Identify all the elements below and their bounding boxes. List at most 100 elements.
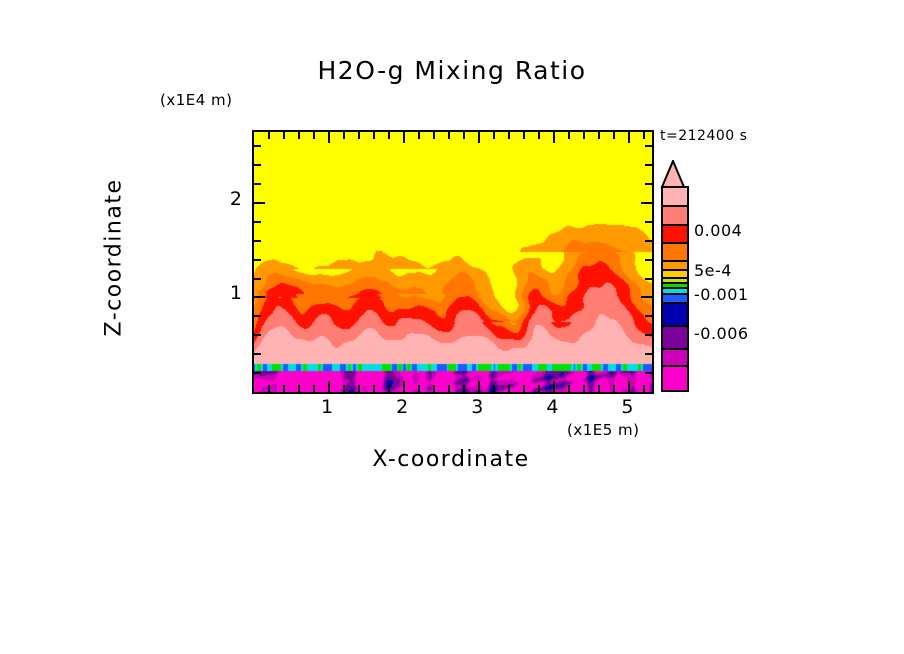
colorbar-divider xyxy=(663,365,687,368)
axis-tick xyxy=(568,385,571,392)
axis-tick xyxy=(254,164,261,167)
axis-tick xyxy=(254,220,261,223)
colorbar-segment xyxy=(663,365,687,390)
axis-tick xyxy=(298,132,301,139)
axis-tick xyxy=(645,145,652,148)
axis-tick xyxy=(538,132,541,139)
axis-tick xyxy=(645,277,652,280)
colorbar-segment xyxy=(663,205,687,224)
axis-tick xyxy=(645,164,652,167)
axis-tick xyxy=(254,372,261,375)
axis-tick xyxy=(598,132,601,139)
axis-tick xyxy=(628,132,631,143)
colorbar-tick-label: -0.001 xyxy=(694,285,749,305)
axis-tick xyxy=(254,239,261,242)
axis-tick xyxy=(553,381,556,392)
axis-tick xyxy=(388,385,391,392)
axis-tick xyxy=(254,201,265,204)
colorbar-divider xyxy=(663,282,687,285)
axis-tick xyxy=(645,220,652,223)
axis-tick xyxy=(313,385,316,392)
axis-tick xyxy=(283,132,286,139)
axis-tick xyxy=(613,385,616,392)
y-axis-title: Z-coordinate xyxy=(101,178,127,337)
colorbar-segment xyxy=(663,268,687,278)
axis-tick xyxy=(523,132,526,139)
axis-tick xyxy=(418,132,421,139)
axis-tick xyxy=(448,385,451,392)
axis-tick xyxy=(508,385,511,392)
axis-tick xyxy=(313,132,316,139)
axis-tick xyxy=(645,315,652,318)
axis-tick xyxy=(641,296,652,299)
x-tick-label: 5 xyxy=(621,396,634,418)
axis-tick xyxy=(583,385,586,392)
axis-tick xyxy=(643,385,646,392)
axis-tick xyxy=(645,372,652,375)
axis-tick xyxy=(328,381,331,392)
axis-tick xyxy=(254,334,261,337)
colorbar-segment xyxy=(663,287,687,293)
axis-tick xyxy=(433,132,436,139)
colorbar-tick-label: 5e-4 xyxy=(694,261,732,280)
axis-tick xyxy=(553,132,556,143)
colorbar-divider xyxy=(663,301,687,304)
axis-tick xyxy=(373,132,376,139)
colorbar-divider xyxy=(663,277,687,280)
axis-tick xyxy=(433,385,436,392)
x-tick-label: 2 xyxy=(396,396,409,418)
axis-tick xyxy=(583,132,586,139)
colorbar-segment xyxy=(663,324,687,348)
axis-tick xyxy=(493,132,496,139)
axis-tick xyxy=(448,132,451,139)
colorbar-segment xyxy=(663,223,687,243)
axis-tick xyxy=(254,277,261,280)
axis-tick xyxy=(628,381,631,392)
colorbar-divider xyxy=(663,292,687,295)
axis-tick xyxy=(463,385,466,392)
axis-tick xyxy=(645,353,652,356)
y-tick-label: 1 xyxy=(229,282,242,305)
colorbar-segment xyxy=(663,188,687,206)
axis-tick xyxy=(268,385,271,392)
axis-tick xyxy=(343,132,346,139)
colorbar-segment xyxy=(663,347,687,366)
axis-tick xyxy=(403,381,406,392)
axis-tick xyxy=(254,315,261,318)
colorbar-tick-label: -0.006 xyxy=(694,324,749,344)
axis-tick xyxy=(508,132,511,139)
axis-tick xyxy=(328,132,331,143)
colorbar-divider xyxy=(663,205,687,208)
axis-tick xyxy=(373,385,376,392)
x-tick-label: 1 xyxy=(321,396,334,418)
axis-tick xyxy=(418,385,421,392)
axis-tick xyxy=(298,385,301,392)
colorbar-segment xyxy=(663,259,687,269)
axis-tick xyxy=(254,353,261,356)
y-tick-label: 2 xyxy=(229,187,242,210)
colorbar-divider xyxy=(663,268,687,271)
colorbar-divider xyxy=(663,324,687,327)
axis-tick xyxy=(493,385,496,392)
axis-tick xyxy=(388,132,391,139)
axis-tick xyxy=(283,385,286,392)
heatmap-field xyxy=(254,132,652,392)
axis-tick xyxy=(254,183,261,185)
axis-tick xyxy=(478,381,481,392)
colorbar-divider xyxy=(663,287,687,290)
axis-tick xyxy=(254,145,261,148)
x-axis-title: X-coordinate xyxy=(372,447,530,472)
axis-tick xyxy=(343,385,346,392)
colorbar-segment xyxy=(663,282,687,288)
axis-tick xyxy=(254,296,265,299)
axis-tick xyxy=(645,334,652,337)
x-tick-label: 4 xyxy=(546,396,559,418)
colorbar-divider xyxy=(663,259,687,262)
axis-tick xyxy=(358,385,361,392)
axis-tick xyxy=(463,132,466,139)
axis-tick xyxy=(645,183,652,185)
colorbar-segment xyxy=(663,277,687,283)
colorbar[interactable] xyxy=(661,186,689,392)
axis-tick xyxy=(645,239,652,242)
axis-tick xyxy=(523,385,526,392)
